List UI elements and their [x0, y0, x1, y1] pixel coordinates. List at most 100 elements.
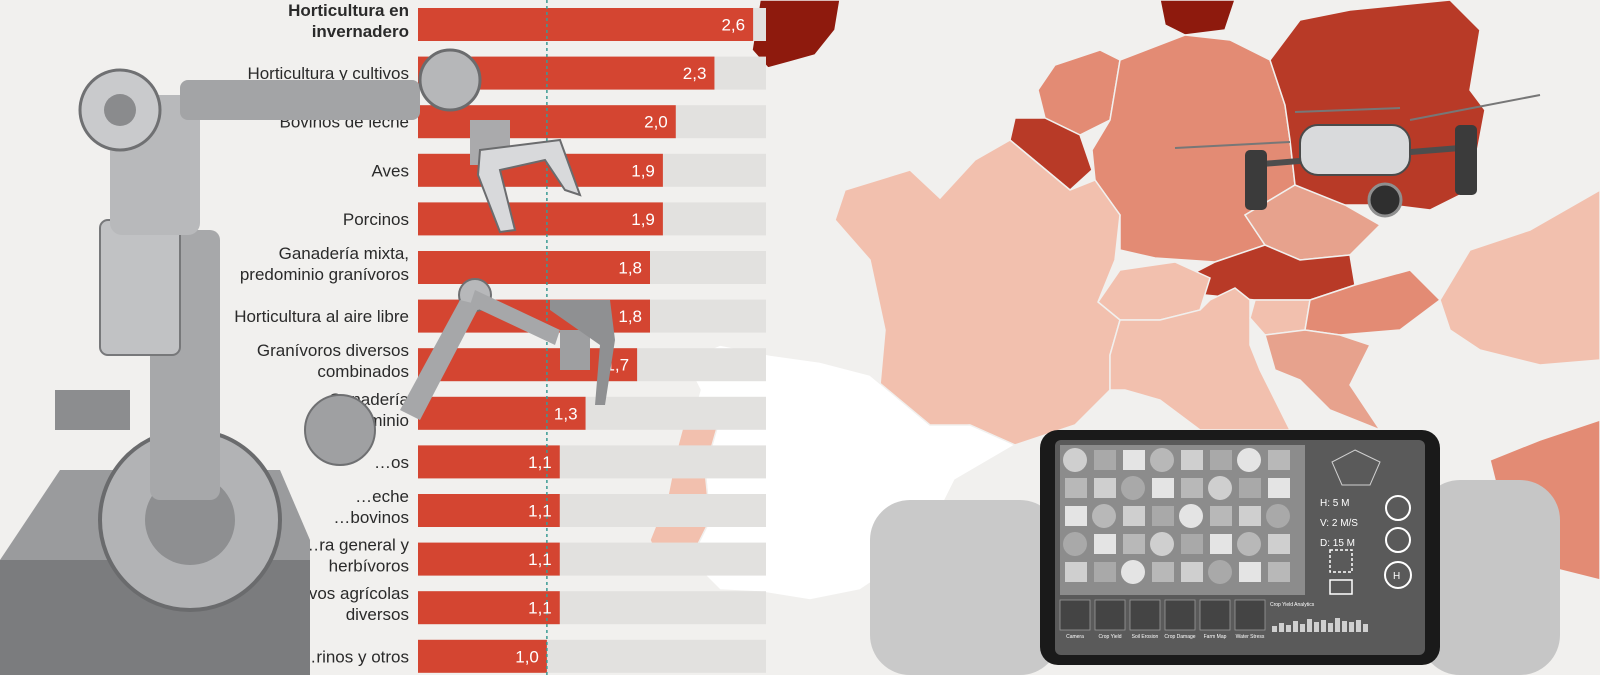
crop-tile [1150, 532, 1174, 556]
crop-tile [1210, 506, 1232, 526]
tablet-menu-label: Crop Yield [1098, 634, 1121, 640]
category-label: invernadero [312, 22, 409, 41]
robot-wrist-joint [418, 48, 482, 112]
bar-value-label: 1,3 [554, 404, 578, 423]
category-label: …ra general y [302, 536, 409, 555]
bar-value-label: 1,8 [618, 307, 642, 326]
crop-tile [1237, 448, 1261, 472]
crop-tile [1181, 562, 1203, 582]
crop-tile [1208, 476, 1232, 500]
drone-camera-icon [1367, 182, 1403, 218]
drone-illustration [1174, 94, 1541, 218]
tablet-grid-icon[interactable] [1329, 549, 1353, 573]
robot-motor-box [99, 219, 181, 356]
crop-tile [1237, 532, 1261, 556]
drone-body [1299, 124, 1411, 176]
tablet-illustration: H: 5 M V: 2 M/S D: 15 M H Camera Crop Yie… [870, 430, 1560, 675]
tablet-menu-label: Crop Damage [1164, 634, 1195, 640]
crop-tile [1152, 562, 1174, 582]
crop-tile [1123, 450, 1145, 470]
crop-tile [1268, 562, 1290, 582]
bar-value-label: 1,0 [515, 647, 539, 666]
value-labels: 2,62,32,01,91,91,81,81,71,31,11,11,11,11… [515, 16, 745, 667]
tablet-pin-icon[interactable] [1385, 527, 1411, 553]
category-label: diversos [346, 605, 409, 624]
bar [418, 639, 547, 673]
bar [418, 445, 560, 479]
tablet-graph-bar [1342, 621, 1347, 632]
tablet-menu-label: Soil Erosion [1132, 634, 1159, 640]
hand-right [1420, 480, 1560, 675]
bar-value-label: 1,8 [618, 259, 642, 278]
tablet-graph-bar [1363, 624, 1368, 632]
crop-tile [1268, 478, 1290, 498]
crop-tile [1150, 448, 1174, 472]
crop-tile [1239, 478, 1261, 498]
crop-tile [1121, 560, 1145, 584]
tablet-home-button[interactable] [1384, 561, 1412, 589]
tablet-menu-button[interactable] [1059, 599, 1091, 631]
robot-forearm [180, 80, 420, 120]
category-label: Granívoros diversos [257, 341, 409, 360]
drone-motor-left [1245, 150, 1267, 210]
tablet-home-label: H [1393, 571, 1400, 582]
tablet-graph-bar [1328, 623, 1333, 632]
small-robot-base-joint [304, 394, 376, 466]
bar-value-label: 1,9 [631, 210, 655, 229]
bar-value-label: 1,1 [528, 453, 552, 472]
bar-value-label: 1,9 [631, 161, 655, 180]
bar [418, 494, 560, 527]
bar-value-label: 2,0 [644, 113, 668, 132]
crop-tile [1065, 478, 1087, 498]
tablet-menu-button[interactable] [1094, 599, 1126, 631]
category-label: …bovinos [333, 508, 409, 527]
robot-gripper [476, 138, 582, 234]
small-robot-far-arm [550, 300, 615, 405]
crop-tile [1266, 504, 1290, 528]
crop-tile [1121, 476, 1145, 500]
category-label: Ganadería mixta, [279, 244, 409, 263]
small-robot-arm-illustration [304, 278, 615, 466]
robot-shoulder-core [104, 94, 136, 126]
tablet-menu-button[interactable] [1129, 599, 1161, 631]
bar-value-label: 2,6 [721, 16, 745, 35]
bar [418, 542, 560, 576]
map-croatia [1264, 329, 1382, 432]
crop-tile [1063, 532, 1087, 556]
crop-tile [1239, 506, 1261, 526]
map-romania [1439, 189, 1600, 366]
crop-tile [1123, 506, 1145, 526]
hand-left [870, 500, 1060, 675]
map-netherlands [1037, 49, 1121, 136]
tablet-target-icon[interactable] [1385, 495, 1411, 521]
tablet-menu-button[interactable] [1164, 599, 1196, 631]
crop-tile [1268, 534, 1290, 554]
bar-value-label: 2,3 [683, 64, 707, 83]
crop-tile [1210, 450, 1232, 470]
tablet-menu-label: Farm Map [1204, 634, 1227, 640]
tablet-radar-chart [1331, 449, 1381, 486]
crop-tile [1094, 450, 1116, 470]
tablet-graph-bar [1349, 622, 1354, 632]
bar-value-label: 1,1 [528, 550, 552, 569]
map-denmark [1159, 0, 1236, 36]
crop-tile [1123, 534, 1145, 554]
map-poland [1269, 0, 1486, 211]
category-label: herbívoros [329, 557, 409, 576]
tablet-graph-bar [1356, 620, 1361, 632]
map-great-britain [751, 0, 841, 69]
bar [418, 251, 650, 284]
tablet-readout-velocity: V: 2 M/S [1320, 518, 1358, 529]
crop-tile [1065, 506, 1087, 526]
tablet-menu-label: Camera [1066, 634, 1084, 640]
tablet-menu-button[interactable] [1234, 599, 1266, 631]
tablet-crop-tiles [1063, 448, 1290, 584]
small-robot-forearm [470, 290, 560, 345]
category-label: …vos agrícolas [292, 584, 409, 603]
tablet-menu-button[interactable] [1199, 599, 1231, 631]
tablet-readout-height: H: 5 M [1320, 498, 1349, 509]
tablet-list-icon[interactable] [1329, 579, 1353, 595]
crop-tile [1210, 534, 1232, 554]
drone-rotor-right [1409, 94, 1541, 121]
